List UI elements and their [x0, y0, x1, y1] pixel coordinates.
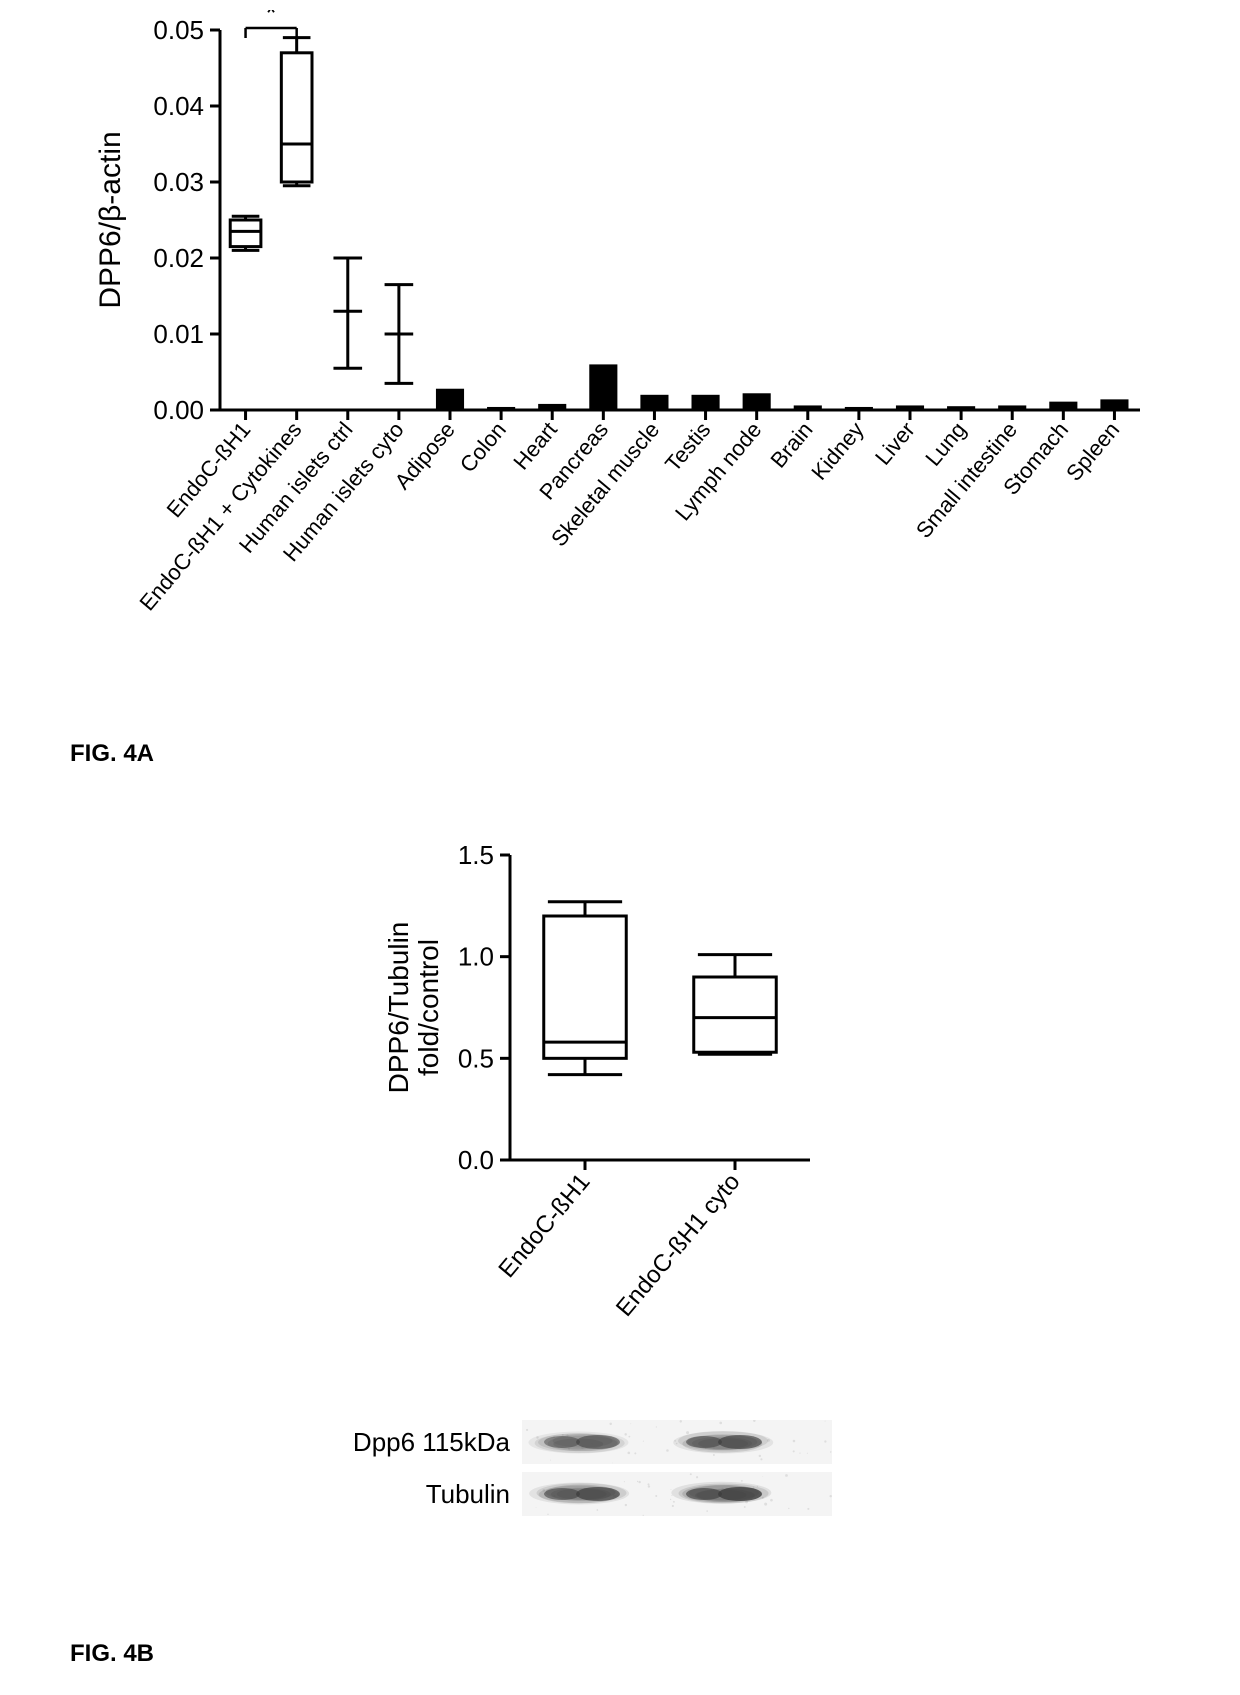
svg-text:0.5: 0.5 [458, 1043, 494, 1073]
svg-text:Liver: Liver [870, 417, 920, 470]
svg-text:*: * [266, 10, 277, 28]
svg-text:0.00: 0.00 [153, 395, 204, 425]
svg-text:0.03: 0.03 [153, 167, 204, 197]
blot-row-dpp6 [522, 1420, 832, 1464]
fig4a-label: FIG. 4A [70, 740, 154, 768]
svg-text:0.02: 0.02 [153, 243, 204, 273]
fig4b-chart: 0.0 0.5 1.0 1.5 DPP6/Tubulinfold/control Endo… [380, 840, 900, 1400]
blot-label-dpp6: Dpp6 115kDa [300, 1427, 522, 1458]
svg-text:0.05: 0.05 [153, 15, 204, 45]
svg-text:DPP6/β-actin: DPP6/β-actin [94, 131, 127, 308]
svg-text:1.0: 1.0 [458, 942, 494, 972]
svg-text:0.0: 0.0 [458, 1145, 494, 1175]
svg-text:Spleen: Spleen [1061, 417, 1124, 486]
svg-text:DPP6/Tubulin: DPP6/Tubulin [383, 922, 414, 1094]
svg-text:Lung: Lung [920, 417, 971, 471]
fig4a-chart: 0.000.010.020.030.040.05DPP6/β-actin*End… [90, 10, 1190, 710]
svg-text:fold/control: fold/control [413, 939, 444, 1076]
western-blot: Dpp6 115kDa Tubulin [300, 1420, 920, 1516]
svg-text:0.01: 0.01 [153, 319, 204, 349]
svg-text:0.04: 0.04 [153, 91, 204, 121]
svg-text:1.5: 1.5 [458, 840, 494, 870]
svg-text:EndoC-ßH1 cyto: EndoC-ßH1 cyto [611, 1169, 746, 1322]
blot-row-tubulin [522, 1472, 832, 1516]
svg-text:Kidney: Kidney [806, 417, 868, 485]
fig4b-label: FIG. 4B [70, 1640, 154, 1668]
page: 0.00 0.01 0.02 0.03 0.04 0.05 DPP6/β-actin * End… [0, 0, 1240, 1695]
svg-text:Colon: Colon [455, 417, 511, 477]
svg-text:EndoC-ßH1: EndoC-ßH1 [493, 1169, 595, 1283]
blot-label-tubulin: Tubulin [300, 1479, 522, 1510]
